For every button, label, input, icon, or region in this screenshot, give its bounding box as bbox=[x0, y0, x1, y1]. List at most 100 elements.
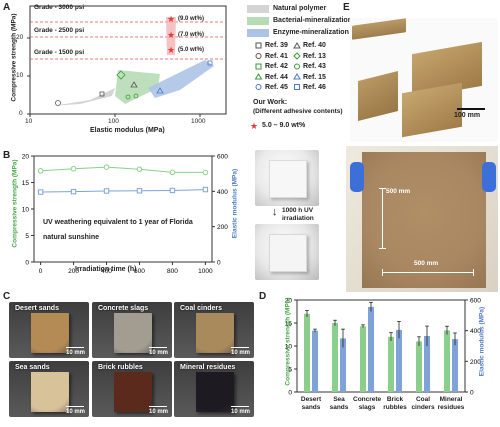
panel-b-frame bbox=[33, 155, 213, 263]
material-cube bbox=[196, 313, 234, 353]
legend-ref13-icon bbox=[293, 52, 301, 60]
scale-bar bbox=[149, 405, 167, 407]
a-xlabel: Elastic modulus (MPa) bbox=[90, 127, 165, 134]
b-y2label: Elastic modulus (MPa) bbox=[231, 168, 239, 239]
legend-enzyme-label: Enzyme-mineralization bbox=[273, 29, 349, 36]
material-label: Sea sands bbox=[15, 364, 50, 371]
dim-tick-bottom bbox=[379, 248, 386, 249]
b-point-modulus bbox=[70, 188, 77, 195]
b-y2tick-label: 0 bbox=[217, 260, 221, 267]
d-bar-strength bbox=[444, 330, 450, 392]
material-cube bbox=[114, 313, 152, 353]
marker-ref13 bbox=[116, 70, 126, 80]
b-xlabel: Irradiation time (h) bbox=[75, 266, 137, 273]
cube-before-photo bbox=[255, 150, 319, 206]
d-y2tick-label: 400 bbox=[470, 328, 481, 335]
dim-h-label: 500 mm bbox=[386, 188, 411, 195]
b-point-modulus bbox=[37, 189, 44, 195]
d-category-label: Coal cinders bbox=[411, 396, 435, 411]
star-7wt: ★ bbox=[167, 30, 175, 40]
panel-d-frame bbox=[296, 299, 466, 393]
our-work-title: Our Work: bbox=[253, 99, 288, 106]
marker-ref44 bbox=[130, 81, 138, 88]
material-label: Mineral residues bbox=[180, 364, 236, 371]
legend-ref39: Ref. 39 bbox=[265, 42, 288, 49]
legend-bacterial-label: Bacterial-mineralization bbox=[273, 17, 352, 24]
d-category-label: Desert sands bbox=[300, 396, 322, 411]
d-bar-modulus bbox=[312, 330, 318, 392]
material-cube bbox=[31, 372, 69, 412]
marker-ref42 bbox=[125, 94, 131, 100]
star-5wt: ★ bbox=[167, 45, 175, 55]
brick-medium bbox=[358, 71, 398, 121]
glove-left bbox=[350, 162, 364, 192]
b-ytick-label: 5 bbox=[25, 233, 29, 240]
panel-label-c: C bbox=[3, 291, 11, 302]
scale-bar bbox=[231, 405, 249, 407]
legend-ref40: Ref. 40 bbox=[303, 42, 326, 49]
b-y2tick-label: 600 bbox=[217, 154, 228, 161]
scale-label: 10 mm bbox=[148, 350, 168, 356]
d-category-label: Mineral residues bbox=[437, 396, 465, 411]
material-cube bbox=[196, 372, 234, 412]
scale-bar-100mm bbox=[457, 108, 485, 110]
material-photo: Concrete slags 10 mm bbox=[92, 302, 172, 358]
legend-ref13: Ref. 13 bbox=[303, 53, 326, 60]
material-label: Brick rubbles bbox=[98, 364, 143, 371]
panel-a-chart: ★ ★ ★ ★ bbox=[27, 5, 301, 131]
legend-ref44: Ref. 44 bbox=[265, 74, 288, 81]
b-point-strength bbox=[103, 164, 110, 170]
legend-ref43: Ref. 43 bbox=[303, 63, 326, 70]
legend-ref42: Ref. 42 bbox=[265, 63, 288, 70]
legend-star-icon: ★ bbox=[250, 121, 258, 131]
a-ylabel: Compressive strength (MPa) bbox=[10, 13, 18, 102]
d-category-label: Concrete slags bbox=[353, 396, 382, 411]
b-point-strength bbox=[70, 165, 77, 172]
panel-label-e: E bbox=[343, 2, 350, 13]
glove-right bbox=[482, 162, 496, 192]
d-bar-strength bbox=[304, 313, 310, 392]
b-xtick-label: 200 bbox=[68, 268, 79, 275]
legend-ref41-icon bbox=[255, 53, 262, 59]
dim-tick-left bbox=[382, 269, 383, 276]
d-y2tick-label: 600 bbox=[470, 298, 481, 305]
material-photo: Brick rubbles 10 mm bbox=[92, 361, 172, 417]
legend-ref45: Ref. 45 bbox=[265, 84, 288, 91]
d-y2label: Elastic modulus (MPa) bbox=[478, 306, 486, 377]
material-photo: Desert sands 10 mm bbox=[9, 302, 89, 358]
d-ytick-label: 15 bbox=[285, 321, 293, 328]
dim-line-horizontal bbox=[382, 272, 474, 273]
d-bar-strength bbox=[388, 336, 394, 392]
legend-ref41: Ref. 41 bbox=[265, 53, 288, 60]
b-point-strength bbox=[169, 169, 176, 176]
brick-thin bbox=[352, 18, 406, 40]
d-bar-strength bbox=[332, 323, 338, 392]
material-photo: Sea sands 10 mm bbox=[9, 361, 89, 417]
material-photo: Mineral residues 10 mm bbox=[174, 361, 254, 417]
dim-tick-right bbox=[473, 269, 474, 276]
marker-ref15 bbox=[156, 87, 164, 94]
b-xtick-label: 1000 bbox=[198, 268, 213, 275]
b-ytick-label: 0 bbox=[25, 260, 29, 267]
point-label-9wt: (9.0 wt%) bbox=[178, 16, 205, 22]
panel-label-b: B bbox=[3, 150, 11, 161]
b-ytick-label: 20 bbox=[22, 154, 30, 161]
panel-label-a: A bbox=[3, 2, 11, 13]
legend-ref40-icon bbox=[293, 42, 301, 49]
our-work-range: 5.0 – 9.0 wt% bbox=[262, 122, 306, 129]
material-label: Concrete slags bbox=[98, 305, 149, 312]
point-label-5wt: (5.0 wt%) bbox=[178, 47, 205, 53]
bricks-photo bbox=[350, 18, 498, 142]
d-ytick-label: 0 bbox=[288, 390, 292, 397]
dim-tick-top bbox=[379, 188, 386, 189]
material-cube bbox=[114, 372, 152, 412]
marker-ref39 bbox=[55, 100, 61, 106]
b-ytick-label: 10 bbox=[22, 207, 30, 214]
legend-ref39-icon bbox=[255, 42, 262, 49]
b-xtick-label: 600 bbox=[134, 268, 145, 275]
material-label: Desert sands bbox=[15, 305, 59, 312]
scale-bar bbox=[149, 346, 167, 348]
a-ytick-20: 20 bbox=[16, 34, 24, 41]
